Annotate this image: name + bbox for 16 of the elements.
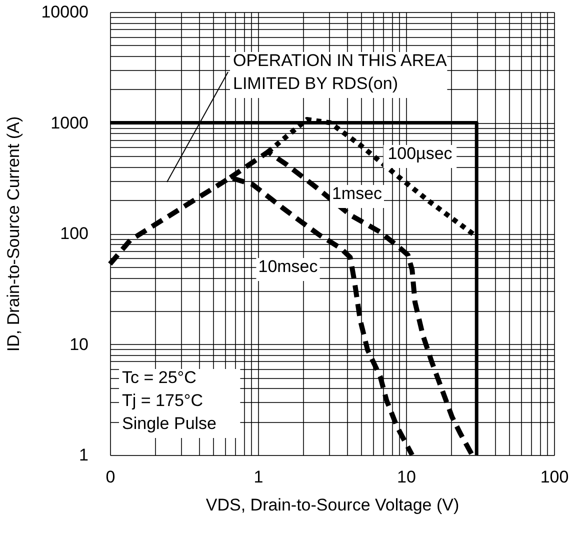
x-tick-label: 100 [540,468,569,486]
y-tick-label: 1 [79,446,88,464]
y-axis-title: ID, Drain-to-Source Current (A) [4,116,24,352]
x-axis-title: VDS, Drain-to-Source Voltage (V) [206,496,460,514]
annotation: Tc = 25°C Tj = 175°C Single Pulse [122,368,217,433]
annotation: OPERATION IN THIS AREA LIMITED BY RDS(on) [233,51,448,93]
y-tick-label: 100 [60,224,88,243]
y-tick-label: 1000 [50,113,88,132]
y-tick-label: 10 [70,334,88,354]
x-tick-label: 0 [106,468,116,486]
annotation: 10msec [258,257,318,276]
x-tick-label: 10 [397,468,416,486]
annotation: 1msec [332,184,383,203]
y-tick-label: 10000 [41,2,88,22]
x-tick-label: 1 [254,468,264,486]
annotation: 100µsec [388,144,453,163]
